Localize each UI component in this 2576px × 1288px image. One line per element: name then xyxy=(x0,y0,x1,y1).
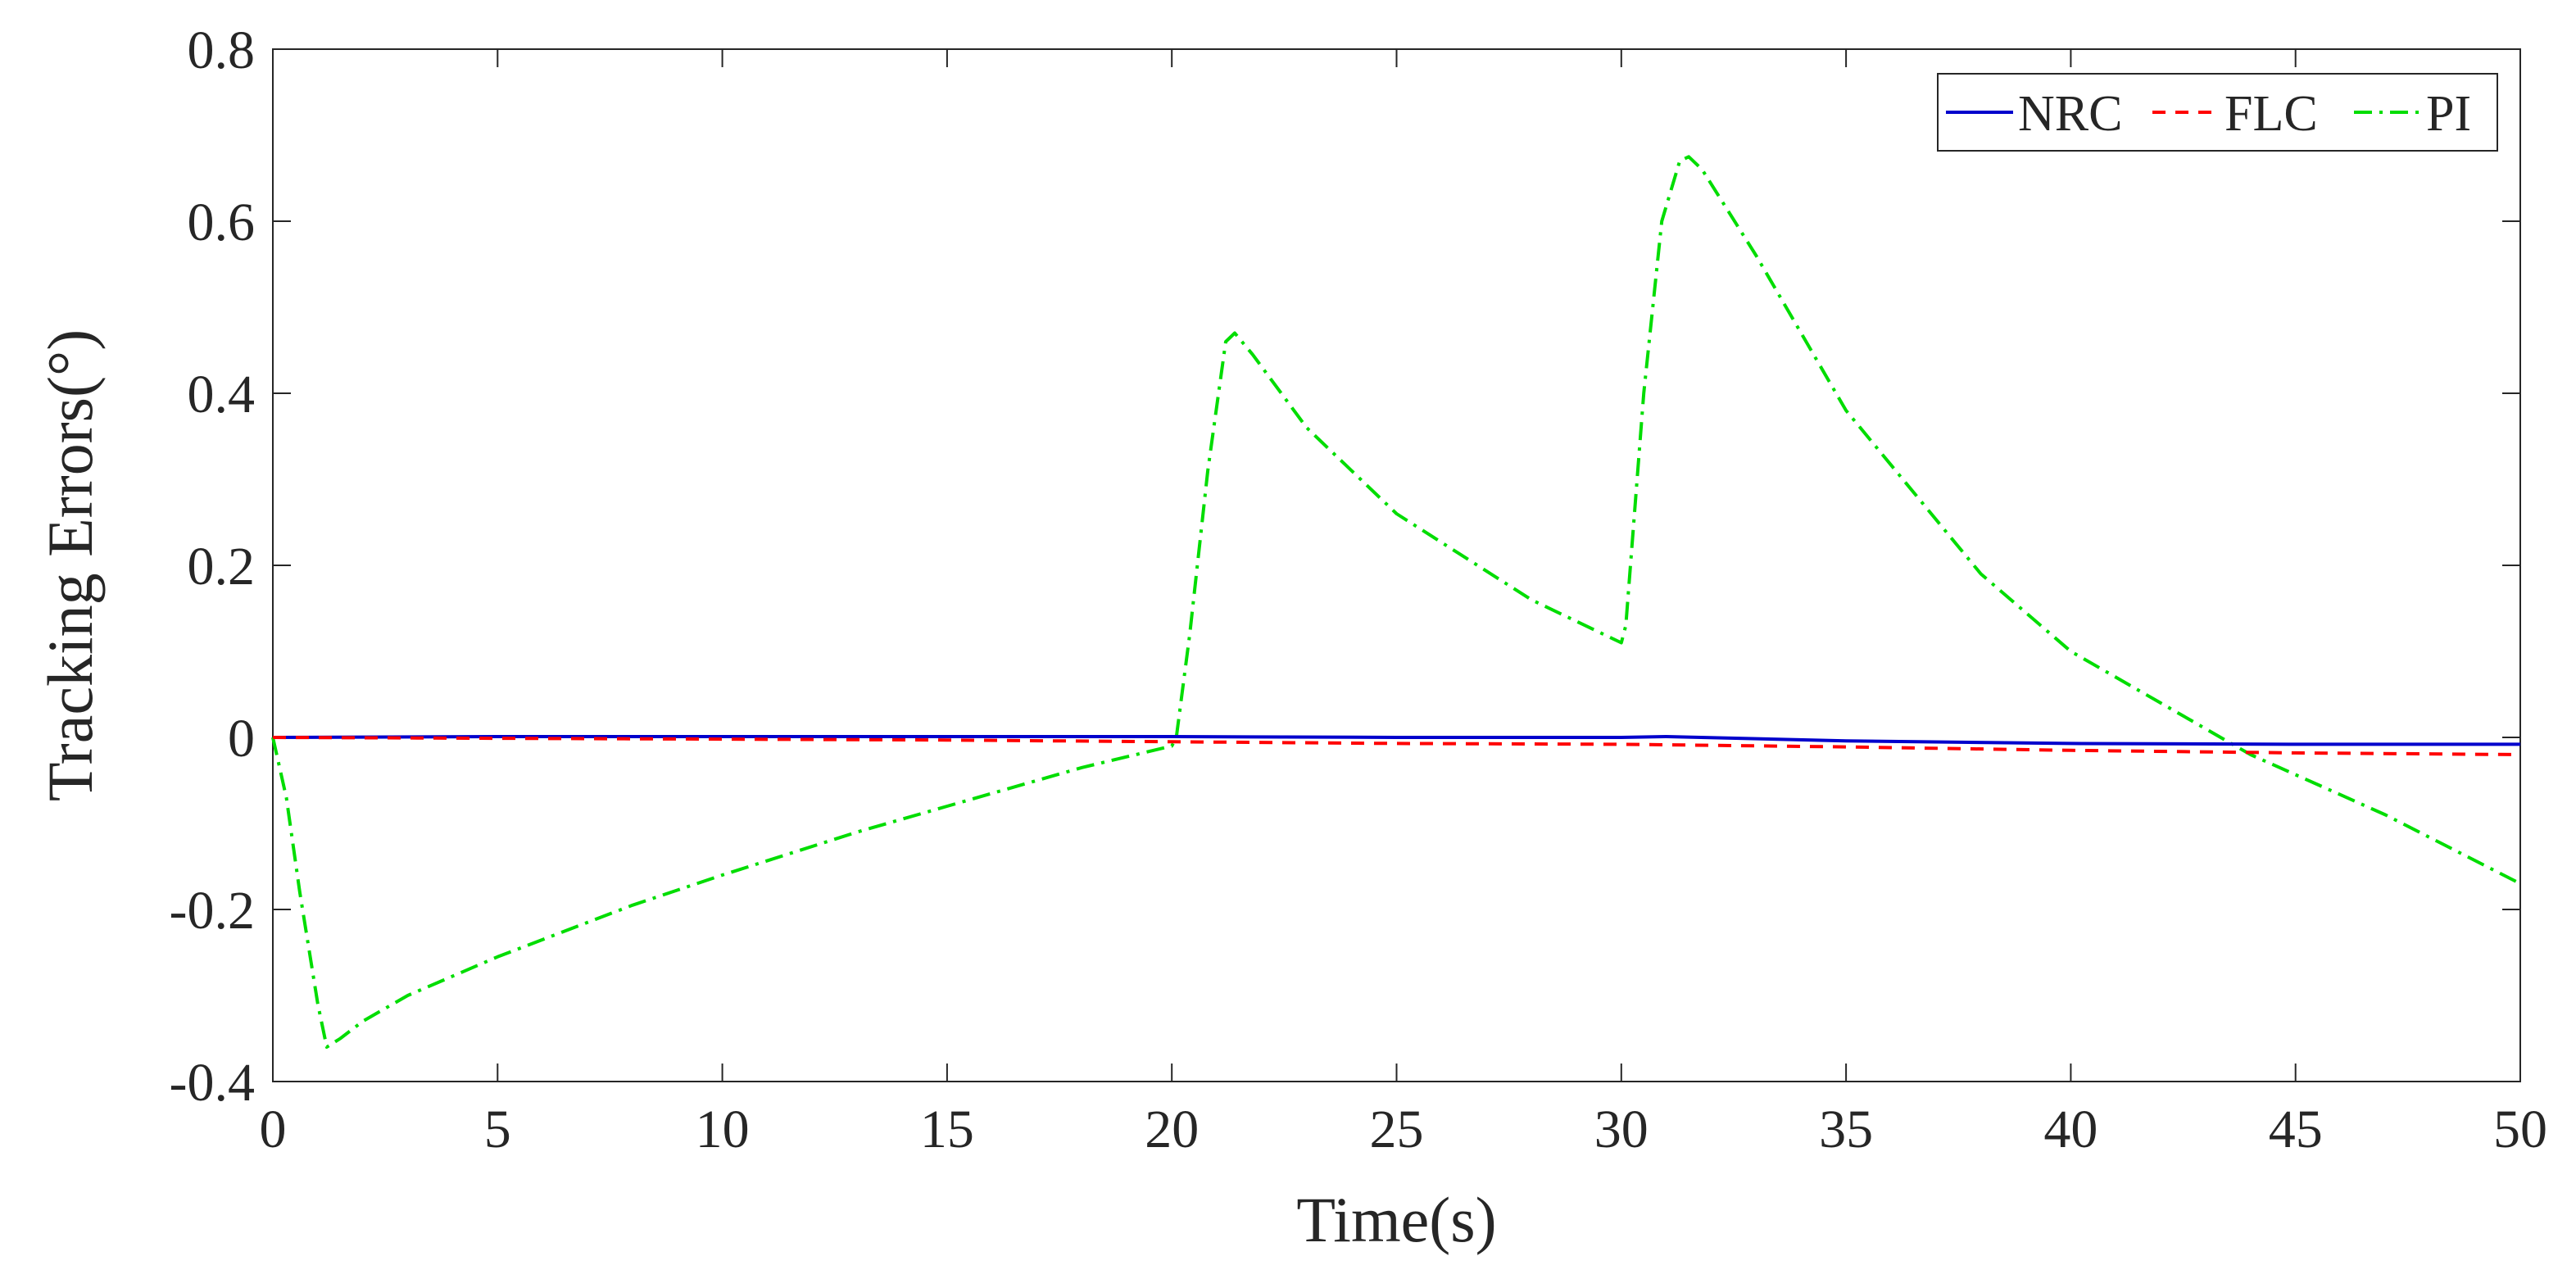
x-tick-label: 40 xyxy=(2043,1100,2098,1159)
x-tick-label: 15 xyxy=(920,1100,974,1159)
x-axis-title: Time(s) xyxy=(1296,1184,1496,1255)
series-line-flc xyxy=(272,736,2521,756)
y-tick-label: 0.4 xyxy=(188,365,256,424)
y-tick-label: -0.2 xyxy=(170,881,255,941)
y-tick-label: 0 xyxy=(228,709,255,769)
y-tick-label: 0.2 xyxy=(188,537,256,596)
x-tick-label: 10 xyxy=(696,1100,750,1159)
legend-label-nrc: NRC xyxy=(2018,86,2122,142)
x-tick-label: 45 xyxy=(2269,1100,2323,1159)
x-tick-label: 20 xyxy=(1145,1100,1199,1159)
y-tick-label: -0.4 xyxy=(170,1053,255,1113)
series-lines xyxy=(271,155,2521,1049)
x-tick-label: 30 xyxy=(1594,1100,1649,1159)
series-line-pi xyxy=(271,155,2521,1049)
legend-label-pi: PI xyxy=(2426,86,2471,142)
x-tick-label: 50 xyxy=(2493,1100,2547,1159)
y-tick-label: 0.6 xyxy=(188,193,256,252)
legend: NRC FLC PI xyxy=(1937,73,2498,152)
series-line-nrc xyxy=(272,735,2520,746)
x-tick-label: 0 xyxy=(260,1100,287,1159)
y-tick-label: 0.8 xyxy=(188,20,256,80)
x-tick-label: 5 xyxy=(484,1100,511,1159)
y-axis-title: Tracking Errors(°) xyxy=(34,329,106,801)
axis-ticks: 0 5 10 15 20 25 30 35 40 45 50 -0.4 -0.2 0 0.2 0.4 0.6 0.… xyxy=(170,20,2547,1159)
legend-label-flc: FLC xyxy=(2225,86,2318,142)
x-tick-label: 25 xyxy=(1370,1100,1424,1159)
x-tick-label: 35 xyxy=(1819,1100,1873,1159)
